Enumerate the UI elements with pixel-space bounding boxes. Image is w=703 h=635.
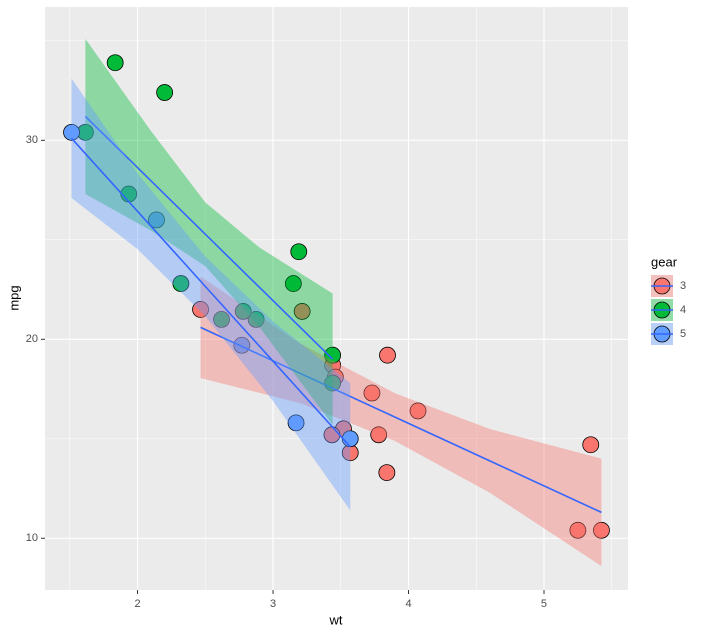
x-tick-label: 3 (270, 598, 276, 610)
fit-line (200, 326, 602, 514)
point (378, 464, 396, 482)
point (593, 521, 610, 539)
point (363, 384, 381, 402)
x-axis-label: wt (329, 612, 343, 627)
point (324, 346, 342, 364)
point (370, 426, 388, 444)
point (582, 436, 600, 454)
point (290, 243, 308, 261)
point (148, 211, 165, 229)
legend-label: 5 (680, 328, 686, 340)
legend-label: 3 (680, 280, 686, 292)
point (287, 414, 305, 432)
y-axis-label: mpg (6, 285, 21, 310)
fit-line (84, 115, 334, 360)
point (213, 310, 230, 328)
confidence-band (85, 38, 333, 425)
legend-title: gear (651, 254, 678, 269)
point (293, 303, 311, 320)
x-tick-label: 4 (405, 598, 411, 610)
point (106, 54, 124, 72)
point (192, 301, 209, 318)
point (156, 84, 174, 101)
fit-line (70, 137, 351, 448)
confidence-band (71, 78, 351, 511)
point (409, 402, 427, 420)
point (233, 336, 251, 354)
legend-label: 4 (680, 304, 686, 316)
y-tick-label: 10 (26, 532, 38, 544)
panel (45, 7, 628, 590)
x-tick-label: 5 (541, 598, 547, 610)
point (63, 123, 80, 141)
point (379, 346, 396, 364)
y-tick-label: 30 (26, 134, 38, 146)
confidence-band (200, 276, 602, 567)
point (247, 310, 265, 328)
point (284, 275, 302, 292)
y-tick-label: 20 (26, 333, 38, 345)
point (234, 303, 252, 320)
point (569, 521, 587, 539)
x-tick-label: 2 (134, 598, 140, 610)
point (172, 275, 190, 292)
